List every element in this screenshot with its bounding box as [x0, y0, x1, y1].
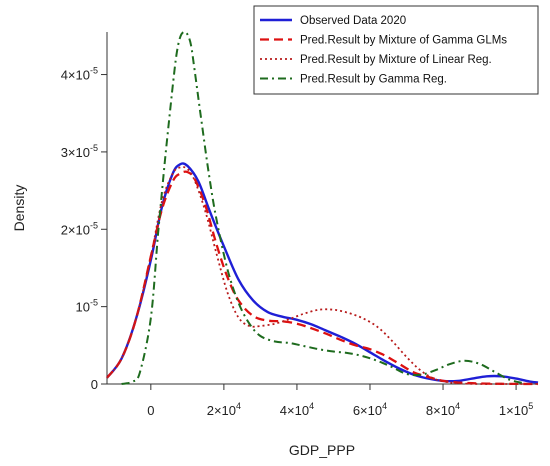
y-tick-label-2: 2×10-5	[61, 220, 98, 237]
series-line-2	[106, 166, 538, 385]
legend-label-1: Pred.Result by Mixture of Gamma GLMs	[300, 35, 507, 47]
legend-label-2: Pred.Result by Mixture of Linear Reg.	[300, 54, 492, 66]
legend-label-3: Pred.Result by Gamma Reg.	[300, 74, 447, 86]
x-tick-label-1: 2×104	[207, 401, 241, 418]
legend-box	[253, 5, 539, 95]
x-axis-title: GDP_PPP	[289, 442, 355, 458]
legend-label-0: Observed Data 2020	[300, 15, 406, 27]
x-tick-label-4: 8×104	[426, 401, 460, 418]
y-axis-title: Density	[11, 185, 27, 232]
y-tick-label-3: 3×10-5	[61, 143, 98, 160]
x-tick-label-5: 1×105	[499, 401, 533, 418]
series-line-1	[106, 170, 538, 386]
x-tick-label-0: 0	[147, 403, 154, 418]
series-layer	[106, 30, 539, 386]
x-axis-ticks: 0 2×104 4×104 6×104 8×104 1×105	[147, 384, 533, 418]
legend: Observed Data 2020 Pred.Result by Mixture…	[253, 5, 539, 95]
y-tick-label-1: 10-5	[76, 298, 98, 315]
x-tick-label-3: 6×104	[353, 401, 387, 418]
y-axis-ticks: 0 10-5 2×10-5 3×10-5 4×10-5	[61, 66, 107, 392]
series-line-3	[121, 30, 524, 385]
y-tick-label-0: 0	[91, 377, 98, 392]
y-tick-label-4: 4×10-5	[61, 66, 98, 83]
x-tick-label-2: 4×104	[280, 401, 314, 418]
